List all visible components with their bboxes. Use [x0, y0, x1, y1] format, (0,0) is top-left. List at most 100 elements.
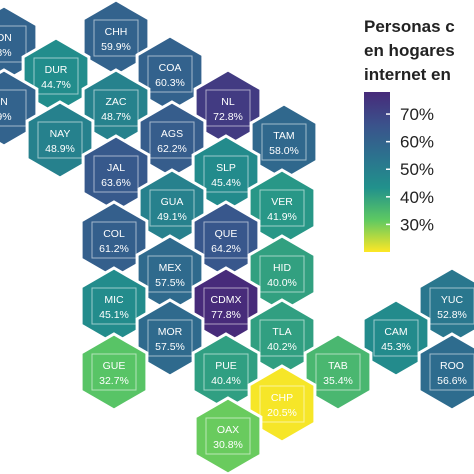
- state-value-ags: 62.2%: [157, 143, 187, 155]
- state-code-oax: OAX: [217, 424, 239, 436]
- state-label-box-tam: [261, 123, 307, 161]
- state-code-cdmx: CDMX: [211, 294, 242, 306]
- state-code-chp: CHP: [271, 392, 293, 404]
- state-value-gua: 49.1%: [157, 211, 187, 223]
- legend-title-line-2: en hogares: [364, 41, 455, 60]
- state-code-dur: DUR: [45, 64, 68, 76]
- state-code-mor: MOR: [158, 326, 183, 338]
- state-label-box-gue: [91, 353, 137, 391]
- state-label-box-mic: [91, 287, 137, 325]
- state-code-coa: COA: [159, 62, 182, 74]
- state-hex-shape-gue: [79, 332, 149, 412]
- state-label-box-tab: [315, 353, 361, 391]
- state-label-box-col: [91, 221, 137, 259]
- state-value-que: 64.2%: [211, 243, 241, 255]
- state-label-box-ver: [259, 189, 305, 227]
- state-label-box-jal: [93, 155, 139, 193]
- state-code-ver: VER: [271, 196, 293, 208]
- state-value-cdmx: 77.8%: [211, 309, 241, 321]
- state-value-cam: 45.3%: [381, 341, 411, 353]
- state-value-chp: 20.5%: [267, 407, 297, 419]
- state-hex-tab: TAB 35.4%: [303, 332, 373, 412]
- state-value-dur: 44.7%: [41, 79, 71, 91]
- state-value-zac: 48.7%: [101, 111, 131, 123]
- state-label-box-gua: [149, 189, 195, 227]
- legend-title-line-1: Personas c: [364, 17, 455, 36]
- state-code-tla: TLA: [272, 326, 291, 338]
- state-code-on: ON: [0, 32, 12, 44]
- state-label-box-coa: [147, 55, 193, 93]
- state-code-nay: NAY: [50, 128, 71, 140]
- state-code-gue: GUE: [103, 360, 126, 372]
- state-value-tab: 35.4%: [323, 375, 353, 387]
- state-label-box-zac: [93, 89, 139, 127]
- legend-title-line-3: internet en: [364, 65, 451, 84]
- state-code-pue: PUE: [215, 360, 237, 372]
- state-hex-pue: PUE 40.4%: [191, 332, 261, 412]
- state-label-box-que: [203, 221, 249, 259]
- state-label-box-hid: [259, 255, 305, 293]
- legend-ticks: 70% 60% 50% 40% 30%: [386, 105, 434, 234]
- state-label-box-chh: [93, 19, 139, 57]
- state-label-box-on: [0, 25, 27, 63]
- state-hex-hid: HID 40.0%: [247, 234, 317, 314]
- state-hex-gue: GUE 32.7%: [79, 332, 149, 412]
- state-hex-oax: OAX 30.8%: [193, 396, 263, 474]
- state-hex-mor: MOR 57.5%: [135, 298, 205, 378]
- state-hex-coa: COA 60.3%: [135, 34, 205, 114]
- state-value-pue: 40.4%: [211, 375, 241, 387]
- legend-tick-label-40: 40%: [400, 188, 434, 207]
- legend-color-bar: [364, 92, 390, 252]
- state-hex-que: QUE 64.2%: [191, 200, 261, 280]
- state-value-chh: 59.9%: [101, 41, 131, 53]
- legend-tick-label-60: 60%: [400, 133, 434, 152]
- state-value-col: 61.2%: [99, 243, 129, 255]
- legend-tick-label-70: 70%: [400, 105, 434, 124]
- state-label-box-chp: [259, 385, 305, 423]
- legend-tick-label-50: 50%: [400, 160, 434, 179]
- state-hex-shape-roo: [417, 332, 474, 412]
- state-value-mex: 57.5%: [155, 277, 185, 289]
- state-value-gue: 32.7%: [99, 375, 129, 387]
- state-code-roo: ROO: [440, 360, 464, 372]
- state-value-yuc: 52.8%: [437, 309, 467, 321]
- state-value-hid: 40.0%: [267, 277, 297, 289]
- state-value-jal: 63.6%: [101, 177, 131, 189]
- state-value-mic: 45.1%: [99, 309, 129, 321]
- state-hex-nay: NAY 48.9%: [25, 100, 95, 180]
- state-code-n: N: [0, 96, 8, 108]
- state-code-yuc: YUC: [441, 294, 464, 306]
- state-code-col: COL: [103, 228, 125, 240]
- state-label-box-mex: [147, 255, 193, 293]
- state-label-box-cam: [373, 319, 419, 357]
- legend: Personas c en hogares internet en 70% 60%…: [364, 17, 455, 252]
- state-hex-shape-chp: [247, 364, 317, 444]
- state-label-box-n: [0, 89, 27, 127]
- state-hex-shape-cam: [361, 298, 431, 378]
- state-hex-tla: TLA 40.2%: [247, 298, 317, 378]
- state-value-tam: 58.0%: [269, 145, 299, 157]
- state-label-box-tla: [259, 319, 305, 357]
- state-label-box-mor: [147, 319, 193, 357]
- legend-tick-label-30: 30%: [400, 215, 434, 234]
- state-hex-cam: CAM 45.3%: [361, 298, 431, 378]
- state-value-nay: 48.9%: [45, 143, 75, 155]
- state-code-mic: MIC: [104, 294, 124, 306]
- state-code-gua: GUA: [161, 196, 184, 208]
- state-hex-shape-nay: [25, 100, 95, 180]
- state-label-box-dur: [33, 57, 79, 95]
- state-code-mex: MEX: [159, 262, 182, 274]
- state-label-box-nl: [205, 89, 251, 127]
- state-hex-shape-mor: [135, 298, 205, 378]
- state-label-box-slp: [203, 155, 249, 193]
- state-value-tla: 40.2%: [267, 341, 297, 353]
- state-value-roo: 56.6%: [437, 375, 467, 387]
- state-value-slp: 45.4%: [211, 177, 241, 189]
- state-label-box-roo: [429, 353, 474, 391]
- state-code-jal: JAL: [107, 162, 125, 174]
- state-code-slp: SLP: [216, 162, 236, 174]
- state-hex-shape-oax: [193, 396, 263, 474]
- state-hex-slp: SLP 45.4%: [191, 134, 261, 214]
- state-code-ags: AGS: [161, 128, 183, 140]
